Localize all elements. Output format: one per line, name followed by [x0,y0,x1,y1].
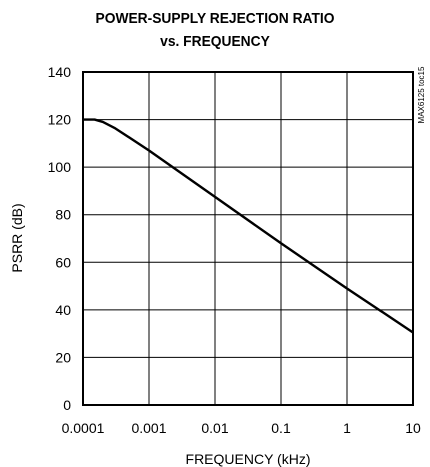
x-tick-label: 10 [405,420,421,436]
y-tick-label: 20 [55,349,71,365]
chart-code-annotation: MAX6125 toc15 [417,66,426,123]
x-tick-label: 0.0001 [62,420,105,436]
chart-title: POWER-SUPPLY REJECTION RATIO [95,10,335,27]
x-tick-label: 0.001 [131,420,166,436]
plot-frame [82,71,414,406]
y-tick-label: 120 [48,112,72,128]
y-tick-label: 100 [48,159,72,175]
x-tick-label: 1 [343,420,351,436]
y-tick-label: 0 [63,397,71,413]
y-tick-label: 80 [55,207,71,223]
y-tick-label: 60 [55,254,71,270]
y-axis-label: PSRR (dB) [9,203,25,272]
x-tick-labels: 0.0001 0.001 0.01 0.1 1 10 [62,420,421,436]
x-tick-label: 0.1 [271,420,291,436]
y-tick-label: 140 [48,64,72,80]
grid [82,71,414,406]
psrr-line [83,118,414,334]
x-axis-label: FREQUENCY (kHz) [186,451,311,467]
x-tick-label: 0.01 [201,420,228,436]
y-tick-labels: 0 20 40 60 80 100 120 140 [48,64,72,413]
y-tick-label: 40 [55,302,71,318]
chart-subtitle: vs. FREQUENCY [160,33,270,50]
